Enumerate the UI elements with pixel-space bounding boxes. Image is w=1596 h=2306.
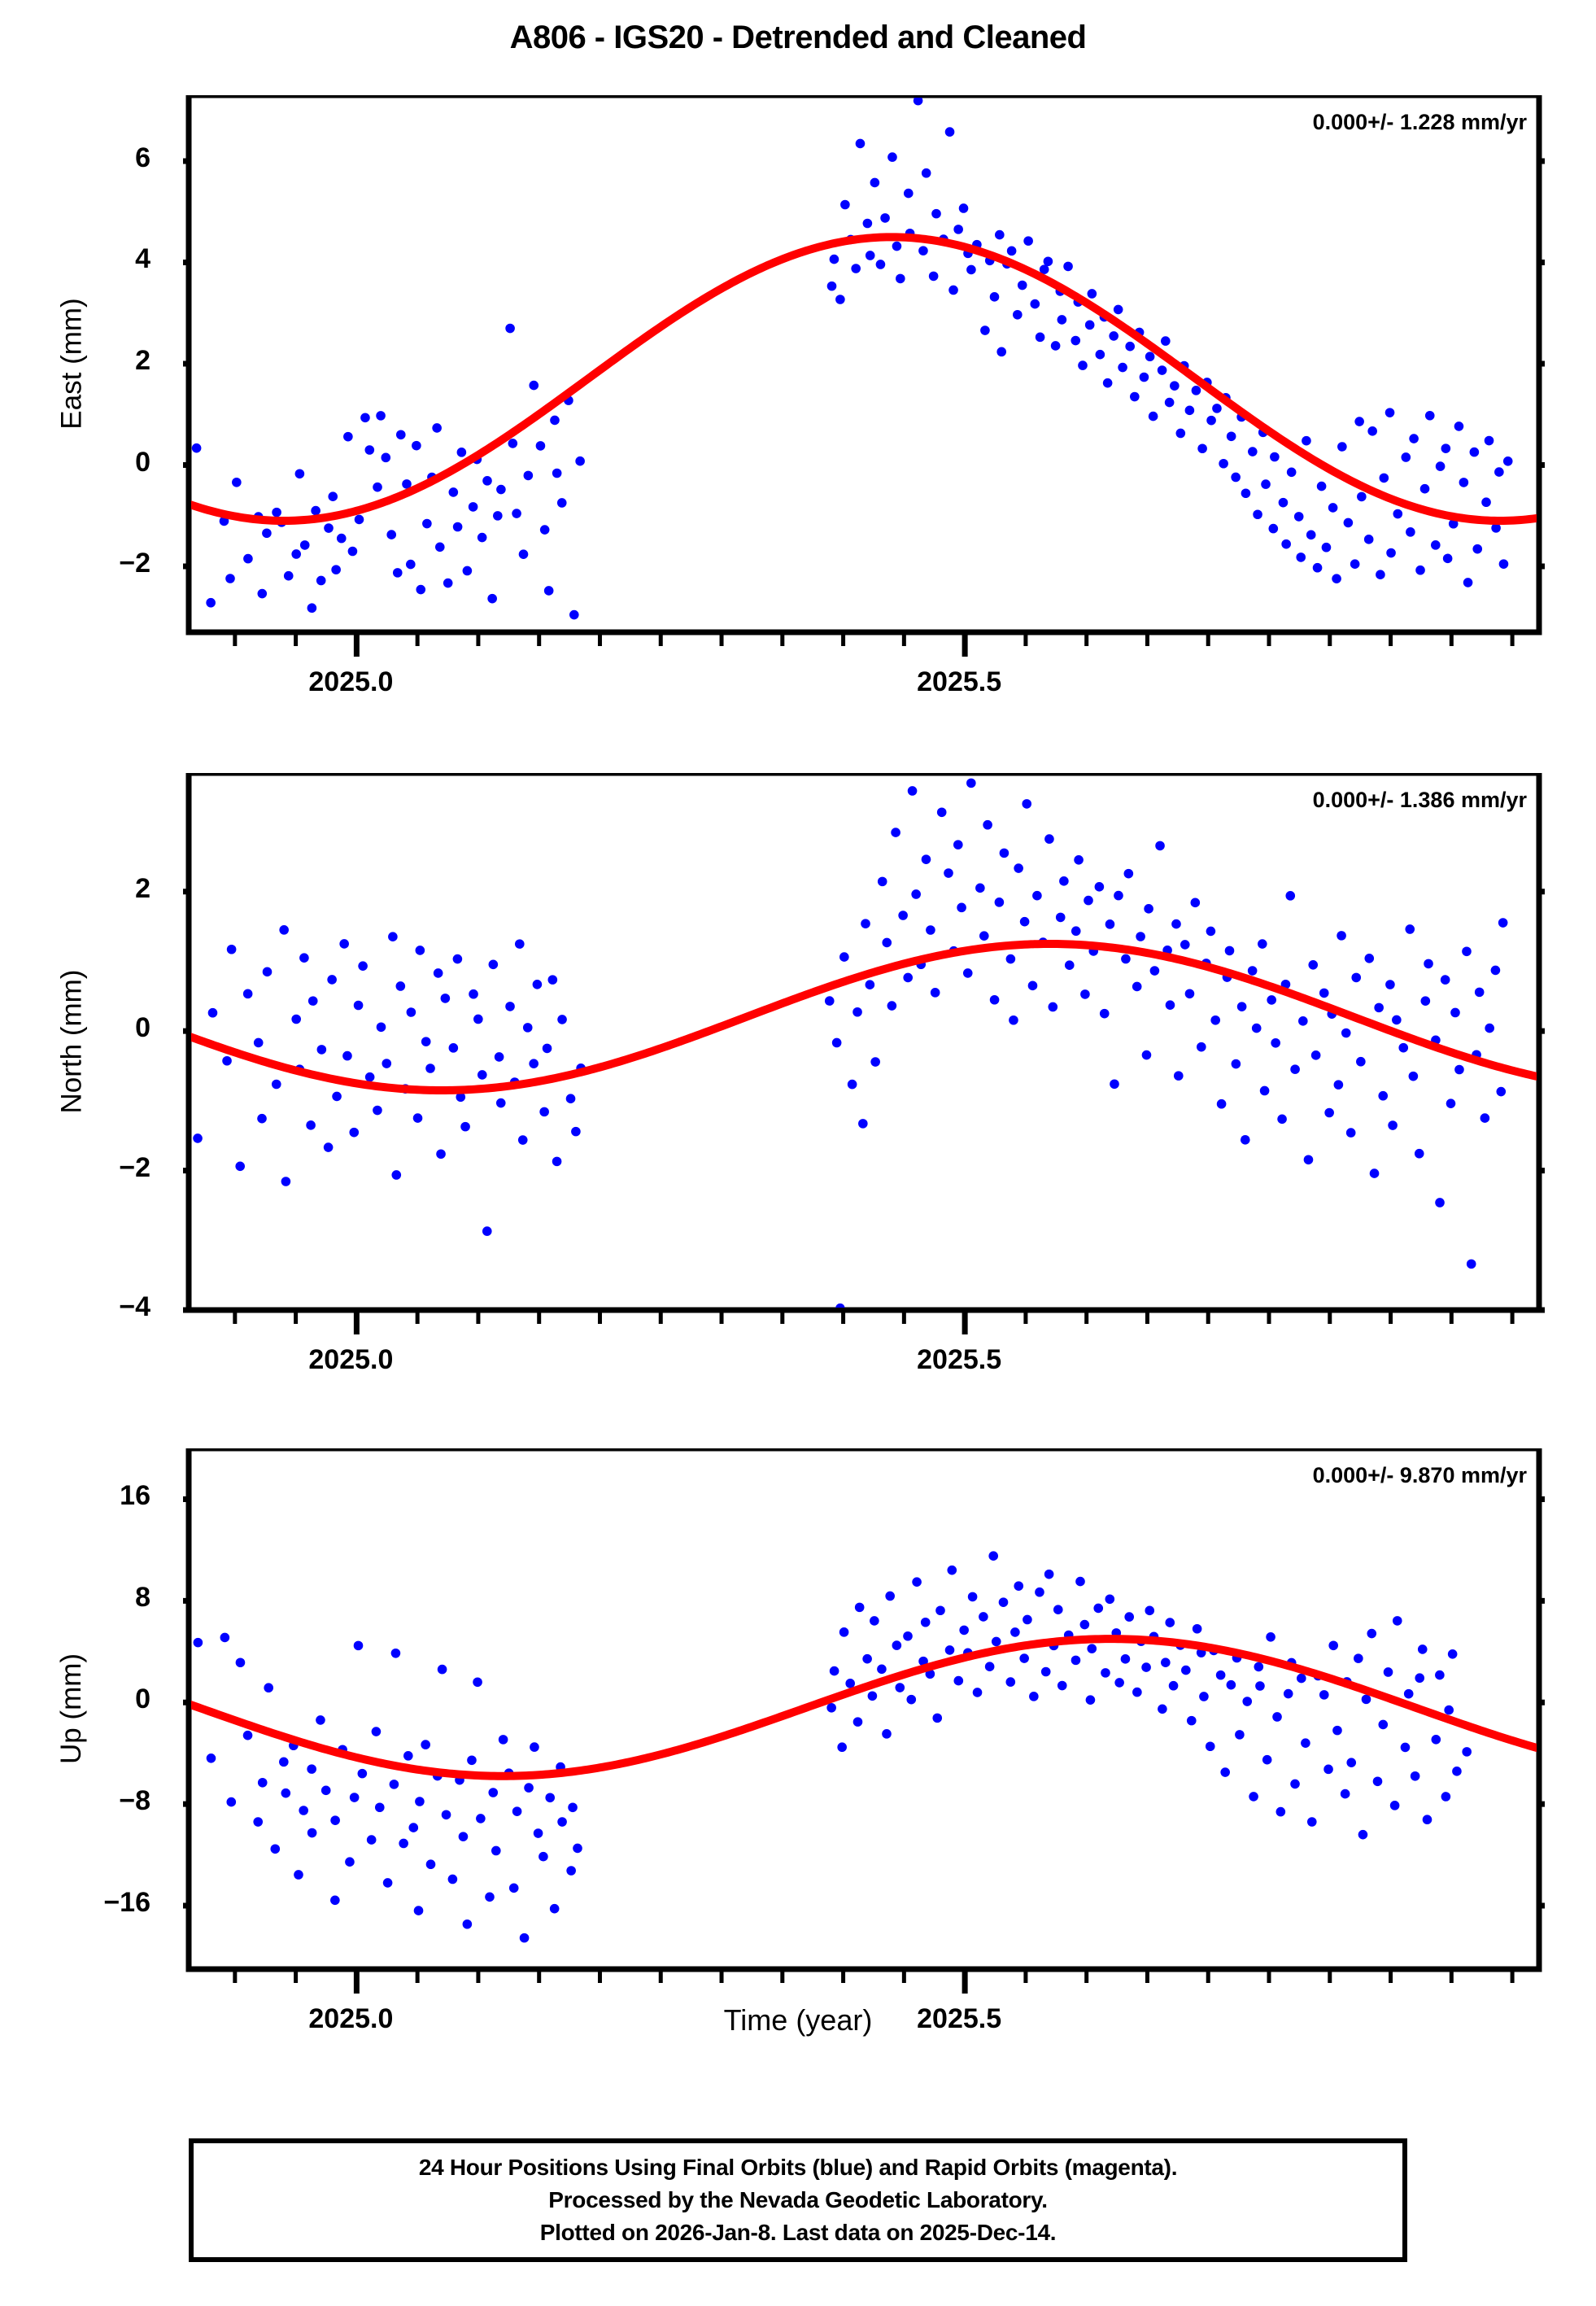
data-points-east bbox=[191, 98, 1513, 620]
ytick-label-up-3: −8 bbox=[119, 1785, 150, 1817]
xaxis-ticks bbox=[233, 1312, 1515, 1334]
panel-east bbox=[183, 95, 1545, 657]
ytick-label-up-0: 16 bbox=[120, 1480, 150, 1512]
ytick-label-up-4: −16 bbox=[103, 1886, 150, 1918]
ytick-label-east-3: 0 bbox=[135, 446, 150, 478]
fit-curve-north bbox=[191, 939, 1537, 1095]
ytick-label-east-1: 4 bbox=[135, 243, 150, 275]
caption-line-1: 24 Hour Positions Using Final Orbits (bl… bbox=[418, 2155, 1178, 2180]
ytick-label-east-4: −2 bbox=[119, 548, 150, 579]
ytick-label-north-3: −4 bbox=[119, 1291, 150, 1322]
panel-up bbox=[183, 1448, 1545, 1994]
caption-line-3: Plotted on 2026-Jan-8. Last data on 2025… bbox=[539, 2220, 1057, 2245]
xtick-label-up-1: 2025.5 bbox=[917, 2003, 1002, 2034]
ytick-label-up-2: 0 bbox=[135, 1684, 150, 1715]
caption-box: 24 Hour Positions Using Final Orbits (bl… bbox=[189, 2138, 1407, 2262]
ytick-label-north-1: 0 bbox=[135, 1012, 150, 1044]
panel-north bbox=[183, 773, 1545, 1334]
plot-area-up bbox=[183, 1448, 1545, 1994]
ytick-label-east-0: 6 bbox=[135, 142, 150, 173]
xaxis-ticks bbox=[233, 635, 1515, 657]
xtick-label-east-0: 2025.0 bbox=[308, 666, 394, 697]
xtick-label-north-1: 2025.5 bbox=[917, 1344, 1002, 1375]
plot-area-north bbox=[183, 773, 1545, 1334]
data-points-up bbox=[193, 1551, 1472, 1943]
plot-frame bbox=[185, 1448, 1542, 1972]
page-title: A806 - IGS20 - Detrended and Cleaned bbox=[509, 20, 1087, 55]
yaxis-ticks bbox=[183, 889, 1545, 1313]
rate-annotation-east: 0.000+/- 1.228 mm/yr bbox=[1312, 110, 1527, 134]
xtick-label-east-1: 2025.5 bbox=[917, 666, 1002, 697]
fit-curve-up bbox=[191, 1635, 1537, 1780]
xtick-label-north-0: 2025.0 bbox=[308, 1344, 394, 1375]
xaxis-ticks bbox=[233, 1972, 1515, 1994]
ytick-label-up-1: 8 bbox=[135, 1582, 150, 1614]
rate-annotation-up: 0.000+/- 9.870 mm/yr bbox=[1312, 1463, 1527, 1487]
plot-area-east bbox=[183, 95, 1545, 657]
ytick-label-north-2: −2 bbox=[119, 1151, 150, 1183]
yaxis-ticks bbox=[183, 1496, 1545, 1909]
ytick-label-east-2: 2 bbox=[135, 345, 150, 376]
xaxis-title: Time (year) bbox=[723, 2003, 873, 2037]
fit-curve-east bbox=[191, 233, 1537, 526]
xtick-label-up-0: 2025.0 bbox=[308, 2003, 394, 2034]
data-points-north bbox=[193, 778, 1508, 1308]
ytick-label-north-0: 2 bbox=[135, 872, 150, 904]
caption-line-2: Processed by the Nevada Geodetic Laborat… bbox=[548, 2187, 1048, 2212]
yaxis-ticks bbox=[183, 158, 1545, 570]
rate-annotation-north: 0.000+/- 1.386 mm/yr bbox=[1312, 788, 1527, 812]
plot-frame bbox=[185, 773, 1542, 1313]
plot-frame bbox=[185, 95, 1542, 635]
